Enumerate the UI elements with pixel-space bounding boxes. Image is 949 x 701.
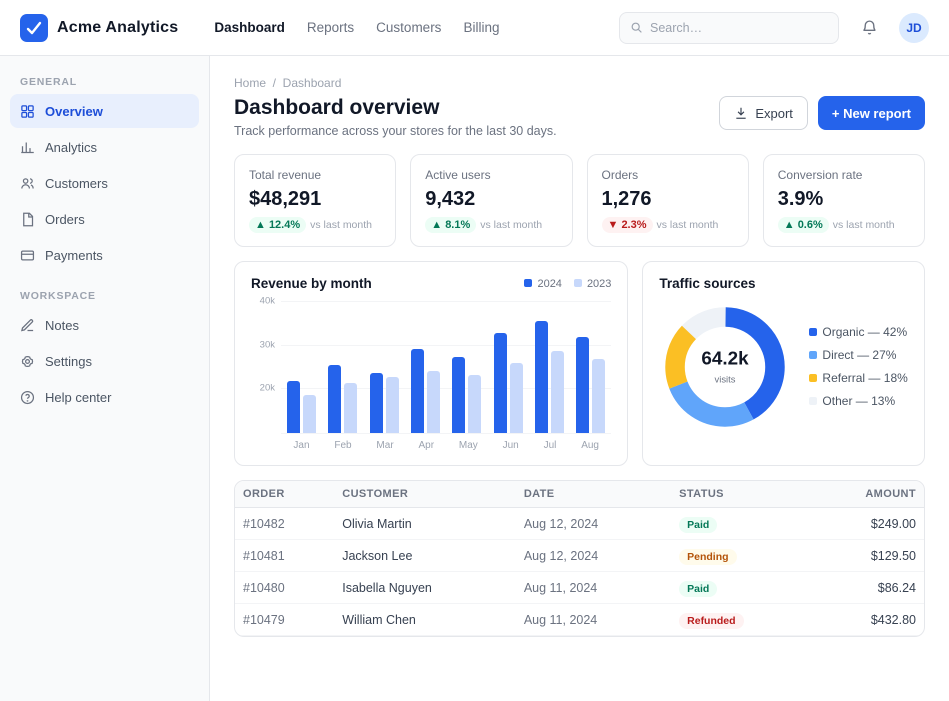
svg-text:64.2k: 64.2k bbox=[702, 347, 750, 368]
svg-text:visits: visits bbox=[715, 374, 736, 385]
